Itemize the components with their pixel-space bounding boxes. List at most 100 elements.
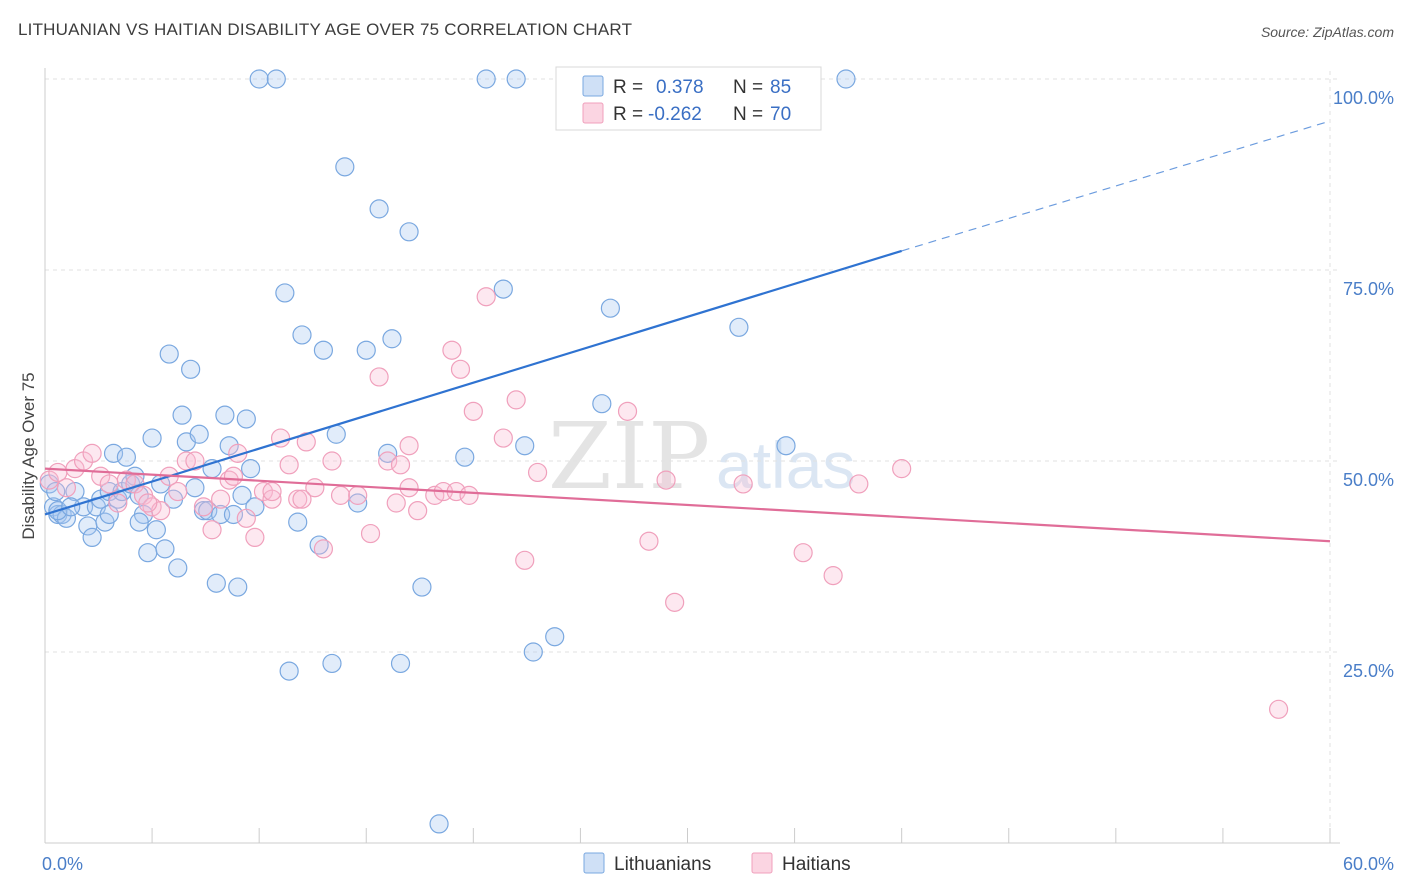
point-lithuanians-43 [228, 577, 248, 597]
grid [45, 71, 1340, 843]
point-lithuanians-77 [600, 298, 621, 318]
y-axis-title: Disability Age Over 75 [19, 372, 38, 539]
legend-n-label-1: N = [733, 77, 763, 98]
point-haitians-37 [369, 367, 389, 387]
legend-r-value-haitians: -0.262 [648, 104, 702, 125]
point-haitians-52 [617, 401, 638, 421]
bottom-legend-label-haitians: Haitians [782, 854, 851, 875]
point-lithuanians-9 [82, 527, 102, 548]
point-haitians-45 [450, 359, 471, 379]
point-lithuanians-29 [168, 558, 188, 578]
point-lithuanians-59 [348, 493, 368, 513]
point-haitians-68 [223, 466, 244, 486]
trend-line-lithuanians [44, 249, 902, 516]
bottom-legend-swatch-lithuanians [583, 852, 605, 874]
point-haitians-30 [296, 432, 316, 452]
point-lithuanians-32 [181, 359, 201, 379]
point-haitians-39 [386, 493, 406, 513]
point-lithuanians-71 [506, 69, 526, 89]
point-lithuanians-69 [476, 69, 496, 89]
point-haitians-2 [56, 478, 77, 498]
point-haitians-18 [193, 497, 214, 517]
point-lithuanians-49 [266, 69, 286, 89]
point-lithuanians-14 [103, 443, 124, 463]
tick-labels: 100.0% 75.0% 50.0% 25.0% 0.0% 60.0% [42, 88, 1394, 874]
point-lithuanians-68 [455, 447, 475, 467]
point-haitians-48 [493, 428, 513, 448]
point-lithuanians-44 [232, 485, 252, 505]
point-haitians-44 [442, 340, 462, 360]
point-lithuanians-74 [545, 627, 565, 647]
point-haitians-38 [378, 451, 398, 471]
watermark: ZIP atlas [548, 403, 855, 510]
point-lithuanians-78 [729, 317, 749, 337]
point-lithuanians-42 [223, 504, 244, 525]
point-haitians-60 [892, 459, 912, 479]
y-tick-label-1: 75.0% [1343, 279, 1394, 299]
legend-n-label-2: N = [733, 104, 763, 125]
point-lithuanians-26 [155, 539, 175, 559]
point-lithuanians-60 [356, 340, 376, 360]
source-label: Source: ZipAtlas.com [1260, 24, 1394, 40]
point-lithuanians-17 [116, 447, 136, 467]
point-lithuanians-72 [515, 436, 535, 456]
point-haitians-20 [211, 489, 231, 509]
legend-r-label-1: R = [613, 77, 643, 98]
point-haitians-19 [202, 520, 222, 540]
y-tick-label-3: 25.0% [1343, 661, 1394, 681]
x-tick-label-0: 0.0% [42, 854, 83, 874]
point-haitians-67 [262, 481, 282, 502]
point-haitians-57 [793, 543, 813, 563]
point-lithuanians-22 [138, 543, 158, 563]
point-haitians-8 [108, 493, 128, 513]
point-lithuanians-56 [322, 653, 342, 674]
point-haitians-63 [399, 478, 419, 498]
point-lithuanians-24 [146, 520, 166, 540]
point-lithuanians-70 [493, 279, 513, 299]
point-haitians-17 [185, 451, 205, 471]
point-haitians-32 [313, 539, 334, 559]
point-lithuanians-53 [292, 325, 312, 345]
legend-swatch-lithuanians [582, 75, 604, 97]
legend-series: Lithuanians Haitians [583, 852, 851, 875]
point-lithuanians-23 [142, 428, 162, 448]
legend-r-value-lithuanians: 0.378 [656, 77, 704, 98]
point-lithuanians-63 [382, 329, 402, 349]
point-haitians-62 [390, 455, 411, 475]
chart-title: LITHUANIAN VS HAITIAN DISABILITY AGE OVE… [18, 20, 633, 39]
point-haitians-47 [476, 287, 496, 307]
data-points [39, 69, 1289, 834]
point-haitians-65 [459, 485, 479, 505]
point-haitians-15 [168, 481, 188, 502]
point-haitians-54 [656, 470, 676, 490]
point-lithuanians-73 [523, 642, 543, 662]
point-haitians-51 [527, 462, 548, 483]
point-haitians-41 [408, 501, 428, 521]
point-haitians-7 [99, 474, 119, 494]
point-haitians-23 [236, 508, 256, 528]
trend-lines [44, 120, 1331, 543]
legend-n-value-haitians: 70 [770, 104, 791, 125]
point-haitians-61 [1268, 699, 1289, 719]
point-haitians-35 [348, 485, 368, 505]
point-lithuanians-55 [313, 340, 334, 360]
point-lithuanians-40 [215, 405, 235, 425]
point-lithuanians-34 [189, 424, 209, 444]
point-lithuanians-84 [129, 512, 149, 532]
point-lithuanians-46 [241, 459, 261, 479]
point-lithuanians-61 [369, 199, 389, 219]
point-haitians-53 [639, 531, 659, 551]
point-haitians-55 [665, 592, 685, 612]
x-tick-label-1: 60.0% [1343, 854, 1394, 874]
point-lithuanians-57 [326, 424, 346, 444]
point-haitians-36 [360, 523, 381, 544]
point-lithuanians-48 [249, 69, 269, 89]
point-lithuanians-27 [159, 344, 179, 364]
point-lithuanians-66 [412, 577, 432, 597]
point-haitians-50 [515, 550, 535, 570]
point-haitians-49 [506, 390, 526, 410]
point-haitians-34 [330, 485, 351, 505]
trend-line-haitians [44, 467, 1331, 543]
point-lithuanians-50 [275, 283, 295, 303]
